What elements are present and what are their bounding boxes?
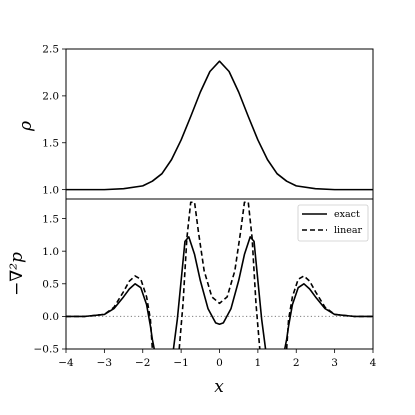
x-tick-label: −3 <box>97 357 112 369</box>
y-tick-label: 2.0 <box>42 91 59 103</box>
x-tick-label: 1 <box>255 357 262 369</box>
bottom-panel: −0.5 0.0 0.5 1.0 1.5 −4 −3 −2 −1 0 1 2 3 4 −∇²p x ex… <box>7 198 377 397</box>
x-tick-label: −2 <box>135 357 150 369</box>
y-tick-label: 0.5 <box>42 278 59 290</box>
legend: exact linear <box>297 204 369 242</box>
top-y-ticks: 1.0 1.5 2.0 2.5 <box>42 44 66 196</box>
x-tick-label: 0 <box>216 357 223 369</box>
y-tick-label: 1.0 <box>42 184 59 196</box>
top-series-group <box>66 60 373 191</box>
x-tick-label: 4 <box>370 357 377 369</box>
y-tick-label: 1.5 <box>42 137 59 149</box>
y-tick-label: 0.0 <box>42 311 59 323</box>
x-tick-label: −1 <box>173 357 188 369</box>
bottom-x-ticks: −4 −3 −2 −1 0 1 2 3 4 <box>58 349 377 369</box>
x-tick-label: −4 <box>58 357 74 369</box>
series-line-panel0-0 <box>66 60 373 191</box>
top-panel-frame <box>65 48 374 200</box>
x-axis-label: x <box>214 377 224 397</box>
x-tick-label: 2 <box>293 357 300 369</box>
bottom-y-axis-label: −∇²p <box>7 252 27 296</box>
top-y-axis-label: ρ <box>16 121 36 132</box>
x-tick-label: 3 <box>331 357 338 369</box>
bottom-y-ticks: −0.5 0.0 0.5 1.0 1.5 <box>34 213 66 356</box>
legend-linear-label: linear <box>334 225 362 236</box>
y-tick-label: 2.5 <box>42 44 59 56</box>
series-line-linear <box>66 201 373 349</box>
y-tick-label: 1.5 <box>42 213 59 225</box>
y-tick-label: −0.5 <box>34 344 60 356</box>
bottom-series-group <box>66 201 373 349</box>
legend-exact-label: exact <box>334 209 360 220</box>
top-panel: 1.0 1.5 2.0 2.5 ρ <box>16 44 374 200</box>
series-line-exact <box>66 236 373 349</box>
y-tick-label: 1.0 <box>42 246 59 258</box>
